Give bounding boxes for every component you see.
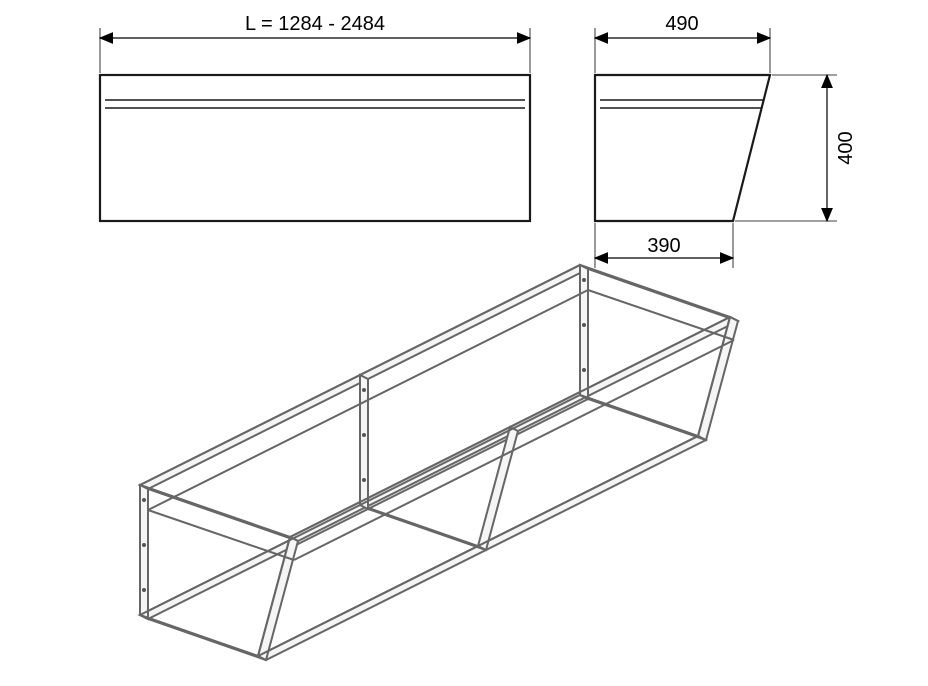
front-view: L = 1284 - 2484 [100,13,530,221]
side-view: 490 390 400 [595,13,857,268]
dim-length-label: L = 1284 - 2484 [245,13,385,35]
dim-bottom-depth: 390 [647,235,680,257]
isometric-view [140,265,738,660]
technical-drawing: L = 1284 - 2484 490 390 400 [0,0,928,686]
dim-height: 400 [835,131,857,164]
dim-top-depth: 490 [665,13,698,35]
